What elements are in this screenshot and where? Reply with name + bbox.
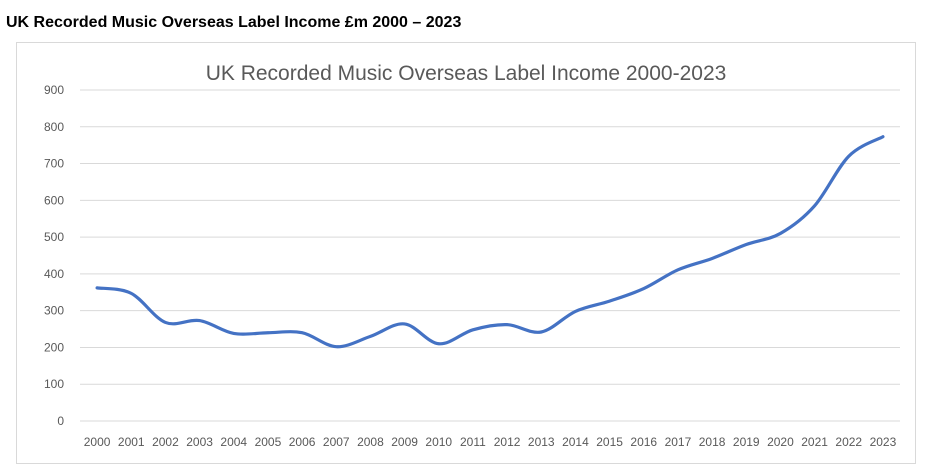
y-tick-label: 800 bbox=[44, 120, 64, 134]
x-tick-label: 2021 bbox=[801, 435, 828, 449]
x-axis-ticks: 2000 2001 2002 2003 2004 2005 2006 2007 2008 2009… bbox=[84, 435, 897, 449]
y-tick-label: 900 bbox=[44, 83, 64, 97]
x-tick-label: 2006 bbox=[289, 435, 316, 449]
x-tick-label: 2023 bbox=[870, 435, 897, 449]
x-tick-label: 2013 bbox=[528, 435, 555, 449]
x-tick-label: 2004 bbox=[220, 435, 247, 449]
y-tick-label: 0 bbox=[57, 414, 64, 428]
x-tick-label: 2007 bbox=[323, 435, 350, 449]
y-tick-label: 700 bbox=[44, 157, 64, 171]
y-axis-ticks: 0 100 200 300 400 500 600 700 800 900 bbox=[44, 83, 64, 428]
y-tick-label: 100 bbox=[44, 377, 64, 391]
x-tick-label: 2017 bbox=[665, 435, 692, 449]
x-tick-label: 2011 bbox=[460, 435, 486, 449]
x-tick-label: 2003 bbox=[186, 435, 213, 449]
y-tick-label: 400 bbox=[44, 267, 64, 281]
x-tick-label: 2001 bbox=[118, 435, 145, 449]
y-tick-label: 300 bbox=[44, 304, 64, 318]
x-tick-label: 2012 bbox=[494, 435, 521, 449]
page-heading: UK Recorded Music Overseas Label Income … bbox=[6, 14, 462, 31]
x-tick-label: 2018 bbox=[699, 435, 726, 449]
x-tick-label: 2016 bbox=[630, 435, 657, 449]
grid-lines bbox=[80, 89, 900, 422]
chart-frame bbox=[16, 42, 916, 464]
x-tick-label: 2019 bbox=[733, 435, 760, 449]
x-tick-label: 2020 bbox=[767, 435, 794, 449]
chart-title: UK Recorded Music Overseas Label Income … bbox=[206, 62, 727, 85]
x-tick-label: 2014 bbox=[562, 435, 589, 449]
y-tick-label: 500 bbox=[44, 230, 64, 244]
x-tick-label: 2022 bbox=[835, 435, 862, 449]
x-tick-label: 2005 bbox=[255, 435, 282, 449]
x-tick-label: 2008 bbox=[357, 435, 384, 449]
x-tick-label: 2010 bbox=[425, 435, 452, 449]
x-tick-label: 2002 bbox=[152, 435, 179, 449]
x-tick-label: 2015 bbox=[596, 435, 623, 449]
x-tick-label: 2000 bbox=[84, 435, 111, 449]
y-tick-label: 600 bbox=[44, 193, 64, 207]
series-line bbox=[95, 135, 885, 349]
x-tick-label: 2009 bbox=[391, 435, 418, 449]
y-tick-label: 200 bbox=[44, 340, 64, 354]
